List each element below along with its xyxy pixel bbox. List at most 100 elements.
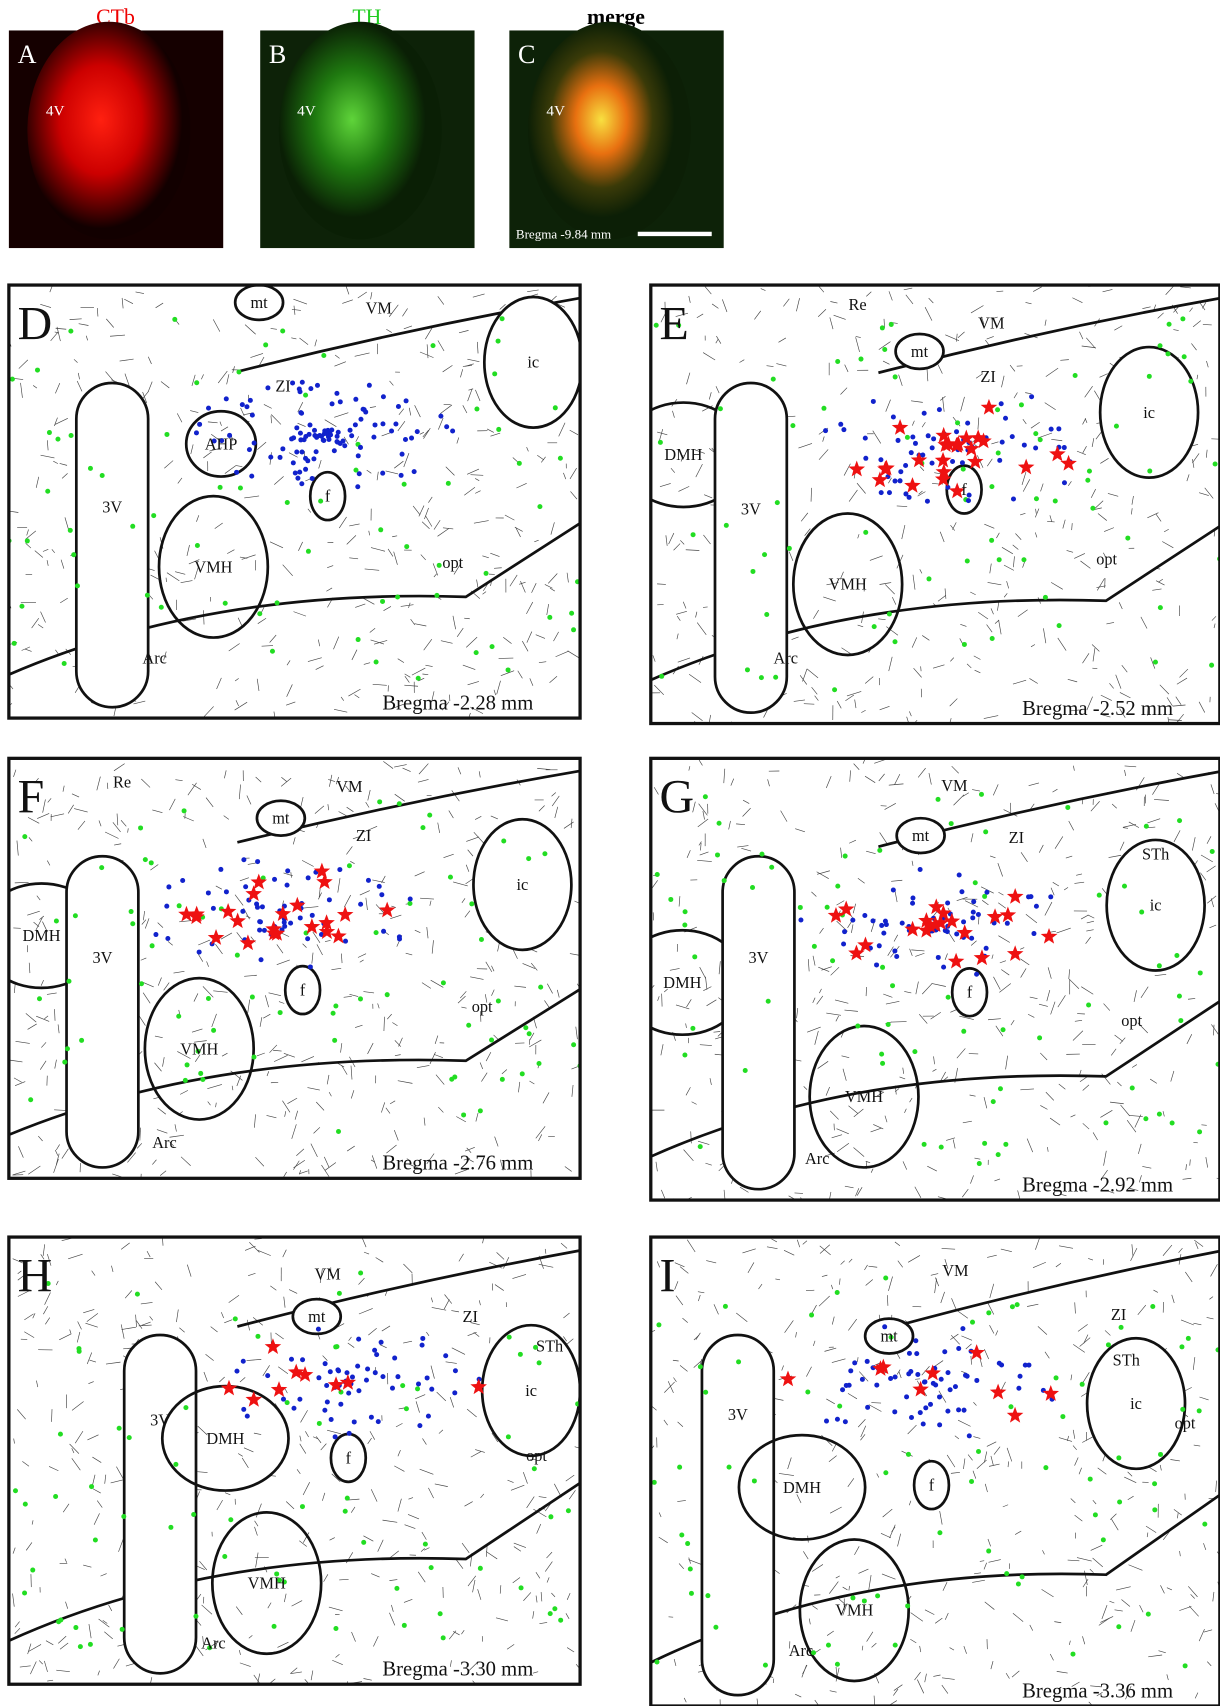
green-cell	[1080, 1382, 1085, 1387]
green-cell	[358, 1271, 363, 1276]
blue-cell	[194, 430, 199, 435]
blue-cell	[961, 919, 966, 924]
green-cell	[251, 1055, 256, 1060]
green-cell	[200, 1077, 205, 1082]
green-cell	[771, 377, 776, 382]
green-cell	[120, 1627, 125, 1632]
blue-cell	[268, 455, 273, 460]
region-label: AHP	[205, 434, 238, 453]
green-cell	[652, 1480, 657, 1485]
green-cell	[191, 1512, 196, 1517]
blue-cell	[967, 493, 972, 498]
blue-cell	[865, 1359, 870, 1364]
blue-cell	[298, 437, 303, 442]
blue-cell	[959, 889, 964, 894]
green-cell	[837, 1404, 842, 1409]
blue-cell	[1029, 394, 1034, 399]
region-label: mt	[880, 1327, 898, 1346]
blue-cell	[848, 1368, 853, 1373]
region-label: 3V	[728, 1405, 748, 1424]
blue-cell	[307, 422, 312, 427]
green-cell	[750, 885, 755, 890]
green-cell	[496, 998, 501, 1003]
green-cell	[130, 524, 135, 529]
blue-cell	[1005, 921, 1010, 926]
green-cell	[500, 1077, 505, 1082]
green-cell	[1125, 536, 1130, 541]
green-cell	[54, 918, 59, 923]
green-cell	[1001, 1027, 1006, 1032]
blue-cell	[295, 476, 300, 481]
green-cell	[1088, 1477, 1093, 1482]
green-cell	[955, 420, 960, 425]
blue-cell	[1048, 894, 1053, 899]
blue-cell	[298, 431, 303, 436]
blue-cell	[939, 1377, 944, 1382]
atlas-content: ReVMmtZIicDMHf3VVMHoptArc	[620, 285, 1220, 731]
blue-cell	[967, 1433, 972, 1438]
region-label: ZI	[1009, 828, 1024, 847]
blue-cell	[930, 445, 935, 450]
blue-cell	[314, 435, 319, 440]
blue-cell	[389, 429, 394, 434]
blue-cell	[438, 414, 443, 419]
green-cell	[679, 1532, 684, 1537]
green-cell	[404, 544, 409, 549]
blue-cell	[355, 1364, 360, 1369]
blue-cell	[396, 404, 401, 409]
blue-cell	[1034, 904, 1039, 909]
blue-cell	[896, 438, 901, 443]
atlas-content: VMmtZISThic3VDMHfoptVMHArc	[2, 1237, 588, 1691]
region-label: opt	[472, 997, 493, 1016]
green-cell	[1146, 1612, 1151, 1617]
green-cell	[285, 500, 290, 505]
blue-cell	[862, 913, 867, 918]
blue-cell	[399, 473, 404, 478]
green-cell	[855, 1024, 860, 1029]
blue-cell	[326, 437, 331, 442]
green-cell	[723, 1304, 728, 1309]
green-cell	[300, 1504, 305, 1509]
green-cell	[1186, 1336, 1191, 1341]
green-cell	[182, 808, 187, 813]
green-cell	[1180, 1407, 1185, 1412]
green-cell	[1065, 805, 1070, 810]
green-cell	[805, 1389, 810, 1394]
green-cell	[835, 1662, 840, 1667]
green-cell	[826, 1643, 831, 1648]
blue-cell	[372, 1348, 377, 1353]
green-cell	[773, 675, 778, 680]
panel-letter: F	[18, 771, 45, 824]
blue-cell	[248, 398, 253, 403]
green-cell	[906, 1452, 911, 1457]
green-cell	[519, 1585, 524, 1590]
green-cell	[228, 1517, 233, 1522]
blue-cell	[971, 899, 976, 904]
blue-cell	[299, 411, 304, 416]
blue-cell	[444, 424, 449, 429]
green-cell	[303, 393, 308, 398]
green-cell	[532, 1466, 537, 1471]
blue-cell	[241, 857, 246, 862]
region-label: Re	[113, 773, 131, 792]
green-cell	[22, 834, 27, 839]
blue-cell	[962, 1408, 967, 1413]
green-cell	[703, 1390, 708, 1395]
green-cell	[37, 996, 42, 1001]
blue-cell	[852, 1360, 857, 1365]
blue-cell	[1018, 1374, 1023, 1379]
green-cell	[415, 1386, 420, 1391]
blue-cell	[356, 453, 361, 458]
blue-cell	[847, 1383, 852, 1388]
blue-cell	[358, 445, 363, 450]
region-label: VM	[978, 314, 1005, 333]
blue-cell	[356, 1337, 361, 1342]
green-cell	[1179, 1344, 1184, 1349]
green-cell	[88, 1642, 93, 1647]
green-cell	[769, 865, 774, 870]
green-cell	[1034, 496, 1039, 501]
green-cell	[13, 1488, 18, 1493]
blue-cell	[265, 1373, 270, 1378]
green-cell	[441, 980, 446, 985]
green-cell	[832, 687, 837, 692]
